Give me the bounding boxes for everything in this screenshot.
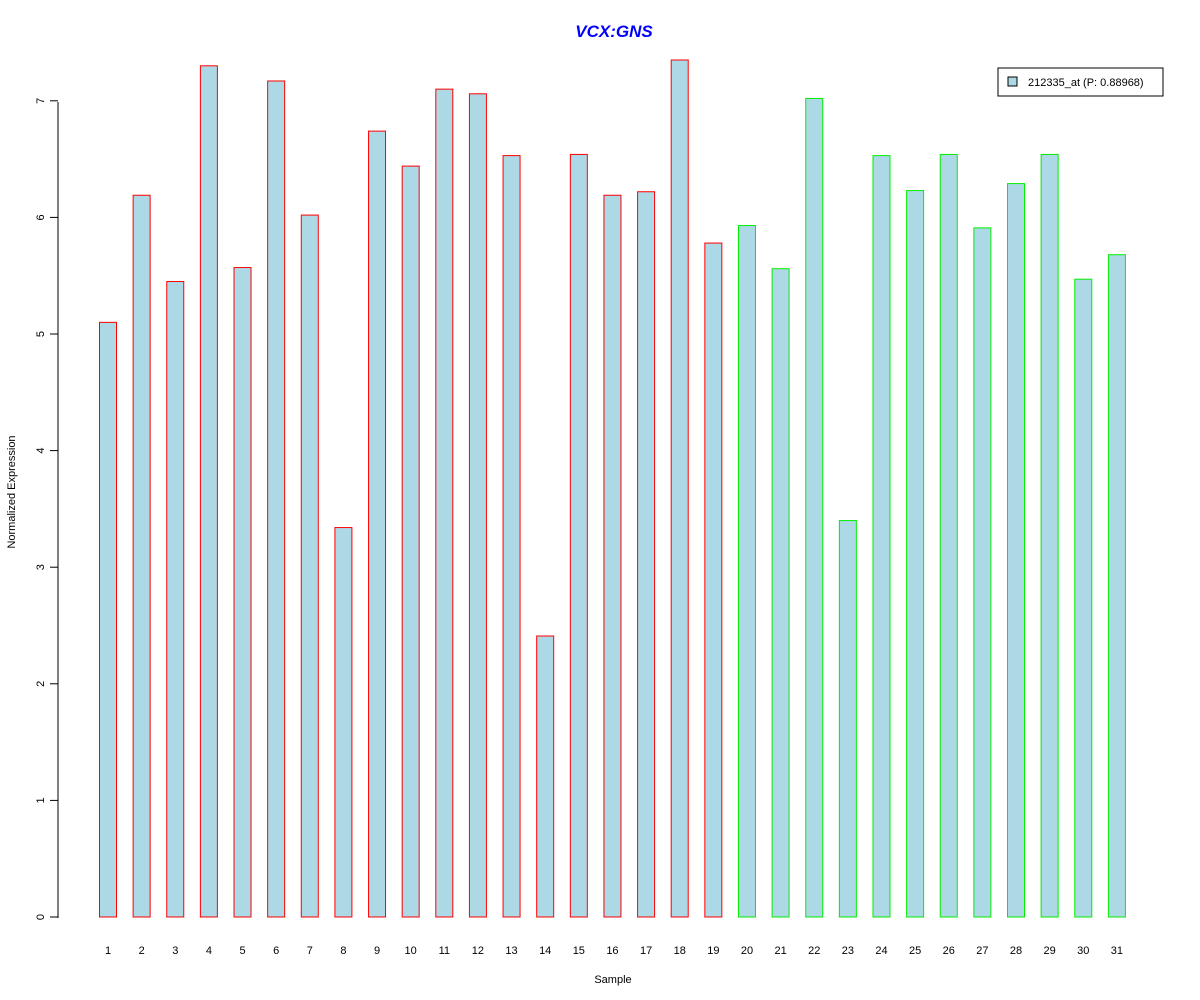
bar-sample-24 [872,155,891,918]
x-tick-labels: 1 2 3 4 5 6 7 8 9 10 11 12 13 14 15 16 17 18 19 20 21 22 23 24 2… [105,945,1123,957]
x-axis-label: Sample [594,974,631,986]
bar-sample-20 [737,225,756,918]
x-tick-label: 21 [774,945,786,957]
x-tick-label: 6 [273,945,279,957]
bar-sample-22 [805,97,824,918]
bar-sample-17 [637,191,656,918]
bars [99,59,1126,918]
bar-sample-23 [838,520,857,918]
x-tick-label: 4 [206,945,212,957]
x-tick-label: 24 [875,945,887,957]
y-ticks: 0 1 2 3 4 5 6 7 [35,98,58,920]
bar-sample-7 [300,214,319,918]
bar-sample-4 [199,65,218,918]
y-tick-label: 5 [35,331,47,337]
bar-sample-27 [973,227,992,918]
legend-label: 212335_at (P: 0.88968) [1028,77,1144,89]
x-tick-label: 3 [172,945,178,957]
bar-sample-31 [1107,254,1126,918]
y-tick-label: 7 [35,98,47,104]
bar-sample-29 [1040,153,1059,918]
legend-box [997,67,1164,97]
bar-sample-10 [401,165,420,918]
y-tick-label: 2 [35,681,47,687]
x-tick-label: 20 [741,945,753,957]
x-tick-label: 1 [105,945,111,957]
legend: 212335_at (P: 0.88968) [997,67,1164,97]
x-tick-label: 17 [640,945,652,957]
x-tick-label: 12 [472,945,484,957]
bar-sample-21 [771,268,790,918]
x-tick-label: 16 [606,945,618,957]
bar-sample-28 [1007,183,1026,918]
x-tick-label: 13 [505,945,517,957]
chart-title: VCX:GNS [575,22,653,41]
bar-sample-30 [1074,278,1093,918]
y-tick-label: 4 [35,448,47,454]
x-tick-label: 9 [374,945,380,957]
x-tick-label: 28 [1010,945,1022,957]
x-tick-label: 25 [909,945,921,957]
x-tick-label: 10 [405,945,417,957]
x-tick-label: 7 [307,945,313,957]
y-axis: 0 1 2 3 4 5 6 7 [35,98,59,920]
y-tick-label: 6 [35,214,47,220]
legend-swatch [1007,76,1018,87]
bar-sample-5 [233,267,252,918]
bar-sample-15 [569,153,588,918]
x-tick-label: 30 [1077,945,1089,957]
bar-sample-2 [132,194,151,918]
x-tick-label: 29 [1044,945,1056,957]
x-tick-label: 22 [808,945,820,957]
bar-sample-18 [670,59,689,918]
bar-sample-1 [99,321,117,918]
bar-sample-11 [435,88,454,918]
x-tick-label: 23 [842,945,854,957]
bar-sample-26 [939,153,958,918]
bar-sample-13 [502,155,521,918]
bar-sample-14 [536,635,555,918]
x-tick-label: 18 [674,945,686,957]
x-tick-label: 15 [573,945,585,957]
bar-sample-19 [704,242,723,918]
x-tick-label: 2 [139,945,145,957]
bar-sample-3 [166,281,185,918]
x-tick-label: 11 [439,945,450,957]
x-tick-label: 8 [340,945,346,957]
x-tick-label: 14 [539,945,551,957]
bar-sample-8 [334,527,353,918]
y-tick-label: 0 [35,914,47,920]
y-axis-label: Normalized Expression [6,435,18,548]
bar-sample-12 [468,93,487,918]
y-tick-label: 1 [35,797,47,803]
x-tick-label: 31 [1111,945,1123,957]
x-tick-label: 19 [707,945,719,957]
bar-sample-16 [603,194,622,918]
bar-sample-6 [267,80,286,918]
x-tick-label: 5 [239,945,245,957]
x-tick-label: 26 [943,945,955,957]
y-tick-label: 3 [35,564,47,570]
bar-sample-9 [368,130,387,918]
bar-sample-25 [906,190,925,918]
x-tick-label: 27 [976,945,988,957]
